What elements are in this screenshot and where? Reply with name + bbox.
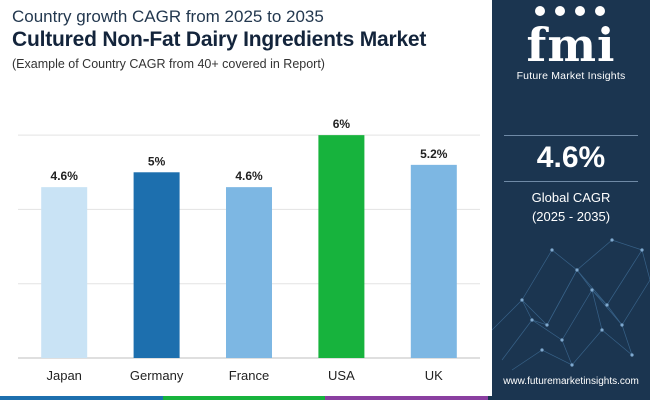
data-label: 6%: [333, 117, 351, 131]
bar-japan: [41, 187, 88, 358]
strip-segment: [162, 396, 325, 400]
logo-mark: fmi: [526, 18, 616, 72]
divider-bottom: [504, 181, 638, 182]
x-tick-label: USA: [328, 368, 355, 383]
data-label: 4.6%: [235, 169, 263, 183]
strip-segment: [325, 396, 488, 400]
x-tick-label: France: [229, 368, 269, 383]
divider-top: [504, 135, 638, 136]
chart-subtitle: Country growth CAGR from 2025 to 2035: [12, 7, 324, 26]
logo-icons: [535, 6, 605, 16]
global-cagr-period: (2025 - 2035): [531, 209, 611, 224]
chart-panel: Country growth CAGR from 2025 to 2035 Cu…: [12, 7, 480, 383]
x-tick-label: Japan: [46, 368, 81, 383]
global-cagr-value: 4.6%: [536, 141, 606, 174]
summary-panel: fmi Future Market Insights 4.6% Global C…: [492, 0, 650, 400]
bar-germany: [133, 172, 180, 358]
global-cagr-label: Global CAGR (2025 - 2035): [492, 188, 650, 226]
website-link[interactable]: www.futuremarketinsights.com: [503, 376, 639, 387]
bottom-color-strip: [0, 396, 650, 400]
x-tick-label: UK: [425, 368, 443, 383]
strip-segment: [487, 396, 650, 400]
bar-usa: [318, 135, 365, 358]
network-graphic: [492, 238, 650, 371]
data-label: 5%: [148, 154, 166, 168]
chart-title: Cultured Non-Fat Dairy Ingredients Marke…: [12, 28, 427, 51]
data-label: 4.6%: [51, 169, 79, 183]
x-tick-label: Germany: [130, 368, 184, 383]
logo-name: Future Market Insights: [516, 70, 626, 82]
bar-chart: 4.6% Japan 5% Germany 4.6% France 6% USA 5.2% UK: [18, 117, 480, 383]
bar-france: [226, 187, 272, 358]
fmi-logo: fmi Future Market Insights: [492, 8, 650, 82]
bar-uk: [410, 164, 457, 358]
chart-note: (Example of Country CAGR from 40+ covere…: [12, 57, 325, 71]
strip-segment: [0, 396, 163, 400]
data-label: 5.2%: [420, 147, 448, 161]
global-cagr-title: Global CAGR: [531, 190, 611, 205]
